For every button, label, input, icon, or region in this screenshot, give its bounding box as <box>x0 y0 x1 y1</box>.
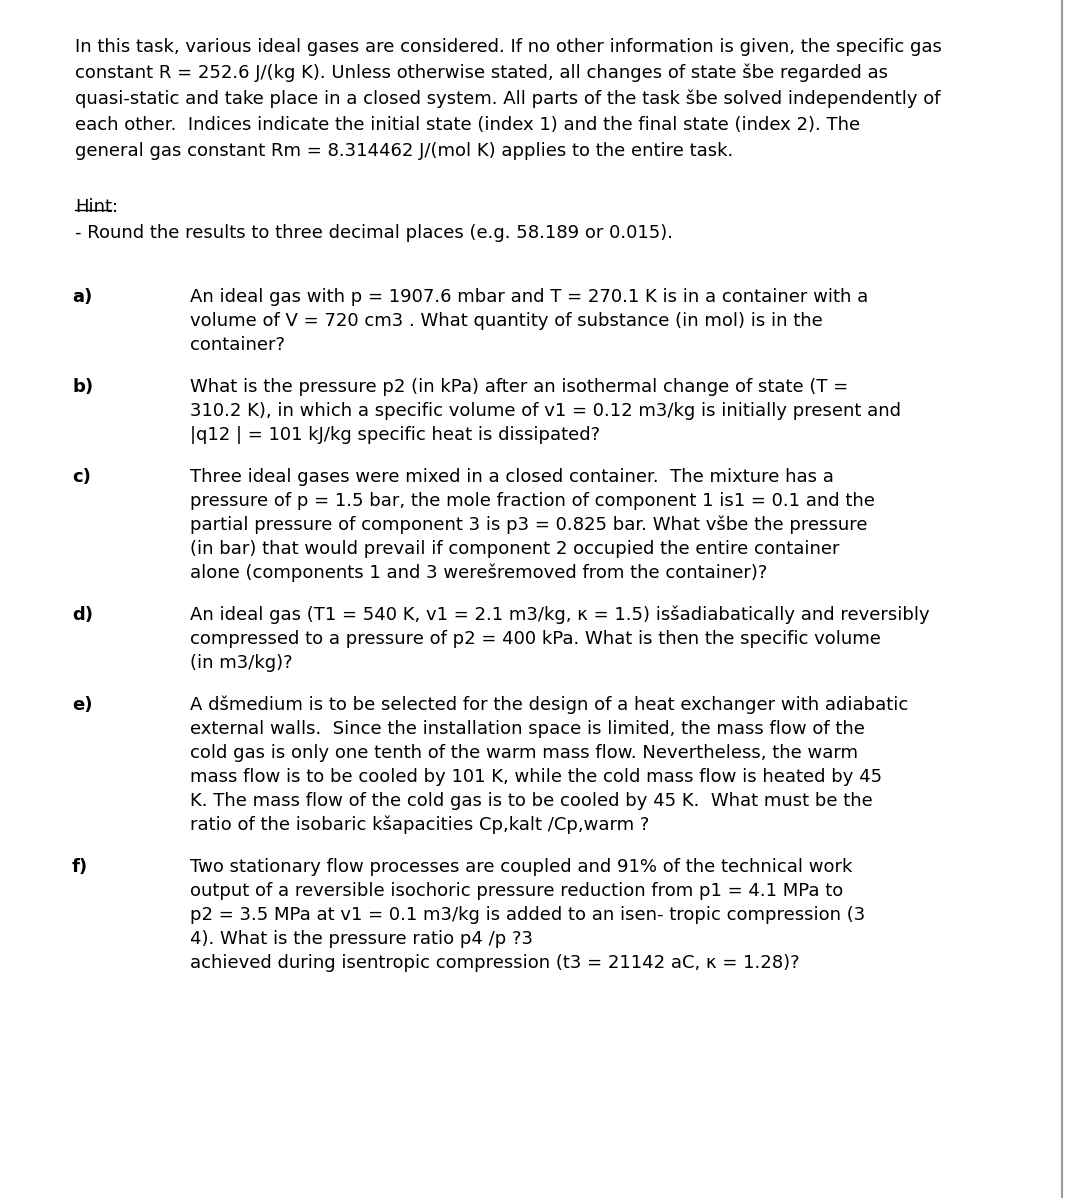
Text: An ideal gas (T1 = 540 K, v1 = 2.1 m3/kg, κ = 1.5) isšadiabatically and reversib: An ideal gas (T1 = 540 K, v1 = 2.1 m3/kg… <box>190 606 930 624</box>
Text: A dšmedium is to be selected for the design of a heat exchanger with adiabatic: A dšmedium is to be selected for the des… <box>190 696 908 714</box>
Text: p2 = 3.5 MPa at v1 = 0.1 m3/kg is added to an isen- tropic compression (3: p2 = 3.5 MPa at v1 = 0.1 m3/kg is added … <box>190 906 865 924</box>
Text: external walls.  Since the installation space is limited, the mass flow of the: external walls. Since the installation s… <box>190 720 865 738</box>
Text: container?: container? <box>190 335 285 353</box>
Text: In this task, various ideal gases are considered. If no other information is giv: In this task, various ideal gases are co… <box>75 38 942 56</box>
Text: What is the pressure p2 (in kPa) after an isothermal change of state (T =: What is the pressure p2 (in kPa) after a… <box>190 379 848 397</box>
Text: |q12 | = 101 kJ/kg specific heat is dissipated?: |q12 | = 101 kJ/kg specific heat is diss… <box>190 426 600 444</box>
Text: b): b) <box>72 379 93 397</box>
Text: each other.  Indices indicate the initial state (index 1) and the final state (i: each other. Indices indicate the initial… <box>75 116 860 134</box>
Text: 310.2 K), in which a specific volume of v1 = 0.12 m3/kg is initially present and: 310.2 K), in which a specific volume of … <box>190 403 901 420</box>
Text: compressed to a pressure of p2 = 400 kPa. What is then the specific volume: compressed to a pressure of p2 = 400 kPa… <box>190 630 881 648</box>
Text: f): f) <box>72 858 89 876</box>
Text: d): d) <box>72 606 93 624</box>
Text: volume of V = 720 cm3 . What quantity of substance (in mol) is in the: volume of V = 720 cm3 . What quantity of… <box>190 311 823 329</box>
Text: mass flow is to be cooled by 101 K, while the cold mass flow is heated by 45: mass flow is to be cooled by 101 K, whil… <box>190 768 882 786</box>
Text: An ideal gas with p = 1907.6 mbar and T = 270.1 K is in a container with a: An ideal gas with p = 1907.6 mbar and T … <box>190 288 868 305</box>
Text: c): c) <box>72 468 91 486</box>
Text: constant R = 252.6 J/(kg K). Unless otherwise stated, all changes of state šbe r: constant R = 252.6 J/(kg K). Unless othe… <box>75 63 888 83</box>
Text: K. The mass flow of the cold gas is to be cooled by 45 K.  What must be the: K. The mass flow of the cold gas is to b… <box>190 792 873 810</box>
Text: Two stationary flow processes are coupled and 91% of the technical work: Two stationary flow processes are couple… <box>190 858 852 876</box>
Text: - Round the results to three decimal places (e.g. 58.189 or 0.015).: - Round the results to three decimal pla… <box>75 224 673 242</box>
Text: (in m3/kg)?: (in m3/kg)? <box>190 654 293 672</box>
Text: e): e) <box>72 696 93 714</box>
Text: cold gas is only one tenth of the warm mass flow. Nevertheless, the warm: cold gas is only one tenth of the warm m… <box>190 744 858 762</box>
Text: 4). What is the pressure ratio p4 /p ?3: 4). What is the pressure ratio p4 /p ?3 <box>190 930 534 948</box>
Text: Three ideal gases were mixed in a closed container.  The mixture has a: Three ideal gases were mixed in a closed… <box>190 468 834 486</box>
Text: ratio of the isobaric kšapacities Cp,kalt /Cp,warm ?: ratio of the isobaric kšapacities Cp,kal… <box>190 816 649 835</box>
Text: output of a reversible isochoric pressure reduction from p1 = 4.1 MPa to: output of a reversible isochoric pressur… <box>190 882 843 900</box>
Text: achieved during isentropic compression (t3 = 21142 aC, κ = 1.28)?: achieved during isentropic compression (… <box>190 954 799 972</box>
Text: a): a) <box>72 288 92 305</box>
Text: pressure of p = 1.5 bar, the mole fraction of component 1 is1 = 0.1 and the: pressure of p = 1.5 bar, the mole fracti… <box>190 492 875 510</box>
Text: alone (components 1 and 3 werešremoved from the container)?: alone (components 1 and 3 werešremoved f… <box>190 564 768 582</box>
Text: Hint:: Hint: <box>75 198 118 216</box>
Text: general gas constant Rm = 8.314462 J/(mol K) applies to the entire task.: general gas constant Rm = 8.314462 J/(mo… <box>75 143 733 161</box>
Text: partial pressure of component 3 is p3 = 0.825 bar. What všbe the pressure: partial pressure of component 3 is p3 = … <box>190 516 867 534</box>
Text: (in bar) that would prevail if component 2 occupied the entire container: (in bar) that would prevail if component… <box>190 540 839 558</box>
Text: quasi-static and take place in a closed system. All parts of the task šbe solved: quasi-static and take place in a closed … <box>75 90 941 109</box>
